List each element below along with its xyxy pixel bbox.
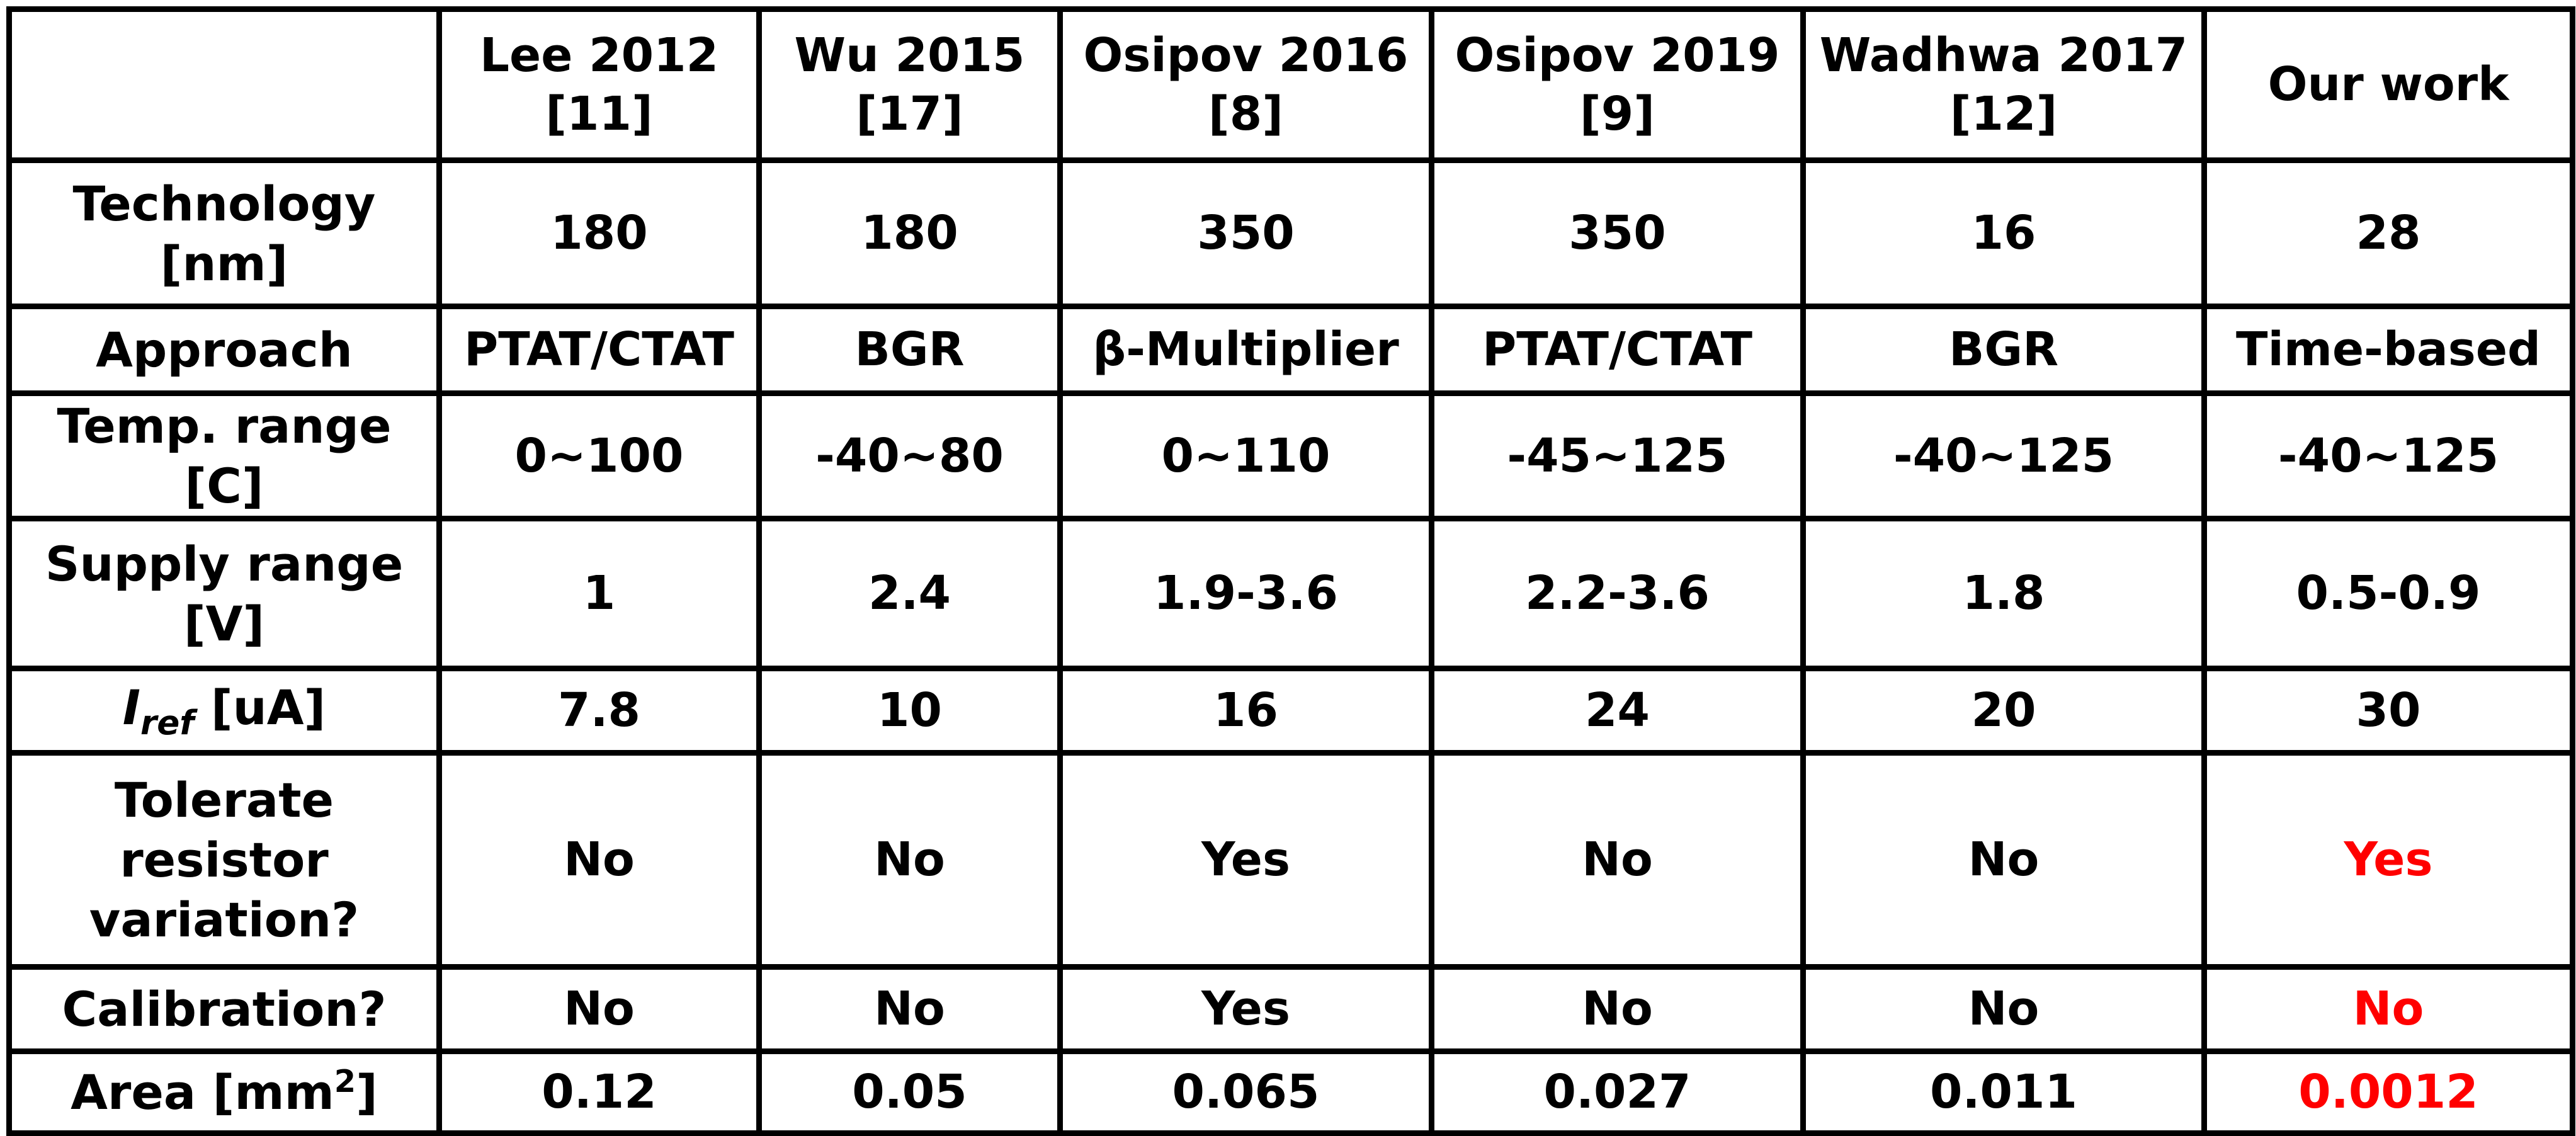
table-cell: 10	[756, 666, 1063, 756]
row-label-line: resistor	[120, 832, 329, 888]
row-label-line: variation?	[89, 892, 360, 948]
table-cell: 0.027	[1429, 1048, 1806, 1136]
table-cell-highlighted: Yes	[2201, 750, 2575, 970]
table-cell: 7.8	[436, 666, 762, 756]
iref-subscript: ref	[140, 703, 195, 742]
header-ref-number: [8]	[1208, 86, 1284, 141]
table-cell: No	[756, 964, 1063, 1054]
table-cell: 20	[1800, 666, 2207, 756]
header-cell-osipov-2016: Osipov 2016 [8]	[1057, 6, 1434, 163]
table-row-iref: Iref [uA] 7.8 10 16 24 20 30	[6, 666, 2575, 756]
header-cell-wu-2015: Wu 2015 [17]	[756, 6, 1063, 163]
table-cell: 1	[436, 516, 762, 671]
table-cell: -40~125	[2201, 390, 2575, 521]
area-label-superscript: 2	[334, 1062, 356, 1099]
header-ref-name: Osipov 2019	[1455, 28, 1780, 82]
header-ref-name: Our work	[2267, 57, 2509, 112]
table-cell: 0.011	[1800, 1048, 2207, 1136]
header-row: Lee 2012 [11] Wu 2015 [17] Osipov 2016 […	[6, 6, 2575, 163]
table-cell: 2.4	[756, 516, 1063, 671]
row-label-supply-range: Supply range [V]	[6, 516, 442, 671]
header-cell-our-work: Our work	[2201, 6, 2575, 163]
row-label-calibration: Calibration?	[6, 964, 442, 1054]
table-cell: 0~110	[1057, 390, 1434, 521]
table-cell: No	[436, 964, 762, 1054]
table-cell: 0.065	[1057, 1048, 1434, 1136]
iref-unit: [uA]	[194, 679, 326, 736]
row-label-line: Tolerate	[114, 772, 334, 828]
table-cell: -45~125	[1429, 390, 1806, 521]
table-row-calibration: Calibration? No No Yes No No No	[6, 964, 2575, 1054]
area-label-prefix: Area [mm	[71, 1064, 334, 1121]
row-label-iref: Iref [uA]	[6, 666, 442, 756]
table-cell: 1.9-3.6	[1057, 516, 1434, 671]
table-cell: PTAT/CTAT	[436, 304, 762, 396]
header-ref-name: Wadhwa 2017	[1819, 28, 2188, 82]
table-cell: 16	[1800, 157, 2207, 309]
table-cell: 350	[1429, 157, 1806, 309]
row-label-technology: Technology [nm]	[6, 157, 442, 309]
table-cell: 350	[1057, 157, 1434, 309]
table-cell: No	[436, 750, 762, 970]
table-cell: 24	[1429, 666, 1806, 756]
table-cell: 0.12	[436, 1048, 762, 1136]
header-cell-lee-2012: Lee 2012 [11]	[436, 6, 762, 163]
table-cell: β-Multiplier	[1057, 304, 1434, 396]
table-cell: 180	[436, 157, 762, 309]
table-cell: 30	[2201, 666, 2575, 756]
row-label-approach: Approach	[6, 304, 442, 396]
table-cell: Yes	[1057, 750, 1434, 970]
header-ref-number: [17]	[856, 86, 963, 141]
row-label-line: [V]	[183, 595, 265, 652]
row-label-line: [nm]	[160, 235, 288, 292]
header-cell-osipov-2019: Osipov 2019 [9]	[1429, 6, 1806, 163]
table-cell: 2.2-3.6	[1429, 516, 1806, 671]
table-cell: 180	[756, 157, 1063, 309]
table-cell: No	[1429, 750, 1806, 970]
table-cell: Yes	[1057, 964, 1434, 1054]
header-ref-number: [9]	[1579, 86, 1655, 141]
table-cell: 16	[1057, 666, 1434, 756]
table-cell: BGR	[756, 304, 1063, 396]
table-row-approach: Approach PTAT/CTAT BGR β-Multiplier PTAT…	[6, 304, 2575, 396]
table-cell: 1.8	[1800, 516, 2207, 671]
table-cell: PTAT/CTAT	[1429, 304, 1806, 396]
area-label-suffix: ]	[356, 1064, 378, 1121]
table-cell: 0.5-0.9	[2201, 516, 2575, 671]
table-row-tolerate-resistor-variation: Tolerate resistor variation? No No Yes N…	[6, 750, 2575, 970]
table-row-supply-range: Supply range [V] 1 2.4 1.9-3.6 2.2-3.6 1…	[6, 516, 2575, 671]
table-cell: 28	[2201, 157, 2575, 309]
table-row-area: Area [mm2] 0.12 0.05 0.065 0.027 0.011 0…	[6, 1048, 2575, 1136]
table-cell-highlighted: No	[2201, 964, 2575, 1054]
table-cell: Time-based	[2201, 304, 2575, 396]
table-cell: -40~80	[756, 390, 1063, 521]
table-cell-highlighted: 0.0012	[2201, 1048, 2575, 1136]
header-ref-number: [11]	[545, 86, 653, 141]
table-row-technology: Technology [nm] 180 180 350 350 16 28	[6, 157, 2575, 309]
table-row-temp-range: Temp. range [C] 0~100 -40~80 0~110 -45~1…	[6, 390, 2575, 521]
header-ref-name: Osipov 2016	[1083, 28, 1409, 82]
table-cell: BGR	[1800, 304, 2207, 396]
header-ref-number: [12]	[1949, 86, 2058, 141]
row-label-tolerate: Tolerate resistor variation?	[6, 750, 442, 970]
header-corner-cell	[6, 6, 442, 163]
table-cell: 0.05	[756, 1048, 1063, 1136]
iref-symbol: I	[122, 679, 140, 736]
table-cell: No	[1800, 964, 2207, 1054]
table-cell: No	[756, 750, 1063, 970]
row-label-area: Area [mm2]	[6, 1048, 442, 1136]
row-label-temp-range: Temp. range [C]	[6, 390, 442, 521]
row-label-line: Supply range	[45, 535, 404, 592]
comparison-table: Lee 2012 [11] Wu 2015 [17] Osipov 2016 […	[6, 6, 2575, 1136]
header-ref-name: Lee 2012	[479, 28, 719, 82]
table-cell: No	[1800, 750, 2207, 970]
table-cell: 0~100	[436, 390, 762, 521]
table-cell: -40~125	[1800, 390, 2207, 521]
row-label-line: Technology	[72, 175, 376, 232]
header-cell-wadhwa-2017: Wadhwa 2017 [12]	[1800, 6, 2207, 163]
header-ref-name: Wu 2015	[794, 28, 1025, 82]
table-cell: No	[1429, 964, 1806, 1054]
